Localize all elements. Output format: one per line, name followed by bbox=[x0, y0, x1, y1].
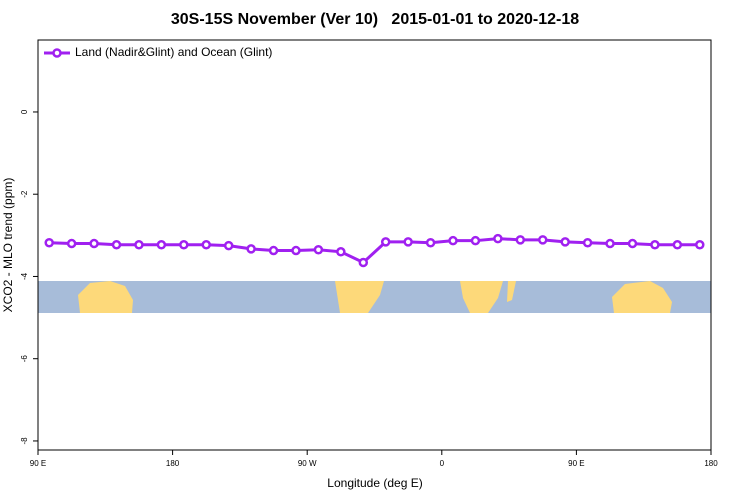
data-point bbox=[291, 245, 301, 256]
data-point bbox=[201, 240, 211, 250]
x-tick-label: 180 bbox=[704, 459, 718, 468]
y-tick-label: -6 bbox=[20, 355, 29, 363]
data-point bbox=[134, 240, 144, 250]
data-point bbox=[515, 235, 526, 245]
y-tick-label: -8 bbox=[20, 437, 29, 445]
data-point bbox=[380, 237, 391, 247]
y-tick-label: 0 bbox=[20, 109, 29, 114]
data-point bbox=[695, 240, 705, 250]
legend-text: Land (Nadir&Glint) and Ocean (Glint) bbox=[75, 45, 272, 59]
x-tick-label: 90 E bbox=[30, 459, 46, 468]
data-point bbox=[425, 237, 436, 248]
data-point bbox=[672, 240, 683, 250]
data-point bbox=[66, 238, 77, 249]
data-point bbox=[111, 240, 122, 250]
y-tick-label: -2 bbox=[20, 190, 29, 198]
series-line bbox=[49, 237, 700, 265]
data-point bbox=[560, 237, 570, 247]
data-point bbox=[44, 237, 54, 248]
x-tick-label: 0 bbox=[440, 459, 445, 468]
data-point bbox=[627, 238, 638, 249]
x-axis-label: Longitude (deg E) bbox=[327, 476, 422, 490]
data-point bbox=[268, 245, 279, 256]
chart-title: 30S-15S November (Ver 10) 2015-01-01 to … bbox=[171, 11, 579, 28]
data-point bbox=[336, 247, 346, 257]
data-point bbox=[493, 233, 503, 244]
x-tick-label: 90 W bbox=[298, 459, 317, 468]
map-strip bbox=[38, 281, 711, 313]
data-point bbox=[89, 238, 99, 249]
data-point bbox=[650, 240, 660, 250]
x-tick-label: 180 bbox=[166, 459, 180, 468]
data-point bbox=[403, 237, 413, 247]
data-point bbox=[538, 235, 548, 245]
data-point bbox=[470, 235, 481, 246]
data-point bbox=[605, 238, 615, 249]
data-point bbox=[313, 244, 324, 255]
data-point bbox=[448, 235, 458, 246]
data-point bbox=[358, 257, 369, 268]
y-axis-label: XCO2 - MLO trend (ppm) bbox=[1, 178, 15, 313]
x-tick-label: 90 E bbox=[568, 459, 584, 468]
legend-marker bbox=[52, 48, 62, 58]
data-point bbox=[179, 240, 189, 250]
data-point bbox=[223, 240, 234, 251]
data-point bbox=[246, 244, 256, 254]
plot-frame bbox=[37, 39, 712, 451]
data-point bbox=[582, 237, 593, 248]
y-tick-label: -4 bbox=[20, 272, 29, 280]
data-point bbox=[156, 240, 167, 250]
